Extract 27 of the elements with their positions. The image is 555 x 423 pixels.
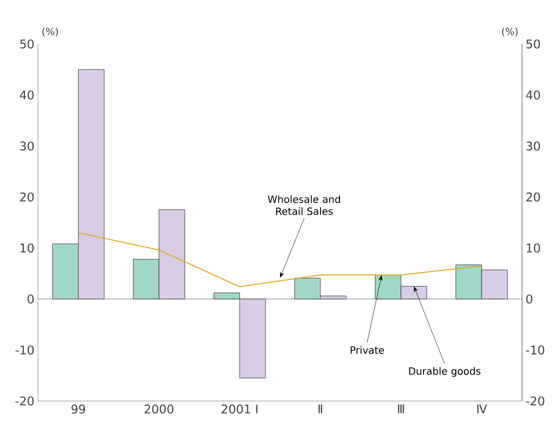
x-tick-label: Ⅳ: [477, 404, 488, 414]
text: Private: [350, 346, 384, 354]
y2-tick-label: 50: [526, 39, 540, 49]
y-tick-label: 10: [20, 243, 34, 253]
x-tick-label: Ⅱ: [318, 404, 322, 414]
y2-tick-label: 30: [526, 141, 540, 151]
text: Durable goods: [409, 367, 480, 377]
x-tick-label: 99: [71, 404, 86, 414]
x-tick-label: 2000: [144, 404, 174, 414]
y-tick-label: -20: [16, 396, 34, 406]
y-tick-label: 20: [20, 192, 34, 202]
y-tick-label: 50: [20, 39, 34, 49]
y2-tick-label: -20: [526, 396, 544, 406]
y2-tick-label: 40: [526, 90, 540, 100]
y-tick-label: 40: [20, 90, 34, 100]
x-tick-label: Ⅲ: [398, 404, 404, 414]
y-tick-label: 0: [28, 294, 34, 304]
y2-tick-label: 20: [526, 192, 540, 202]
y-axis-title: (%): [42, 28, 58, 36]
y2-tick-label: 0: [526, 294, 532, 304]
y-tick-label: -10: [16, 345, 34, 355]
y2-axis-title: (%): [502, 28, 518, 36]
y2-tick-label: 10: [526, 243, 540, 253]
y-tick-label: 30: [20, 141, 34, 151]
y2-tick-label: -10: [526, 345, 544, 355]
text: Wholesale and Retail Sales: [268, 195, 340, 215]
x-tick-label: 2001 Ⅰ: [222, 404, 258, 414]
